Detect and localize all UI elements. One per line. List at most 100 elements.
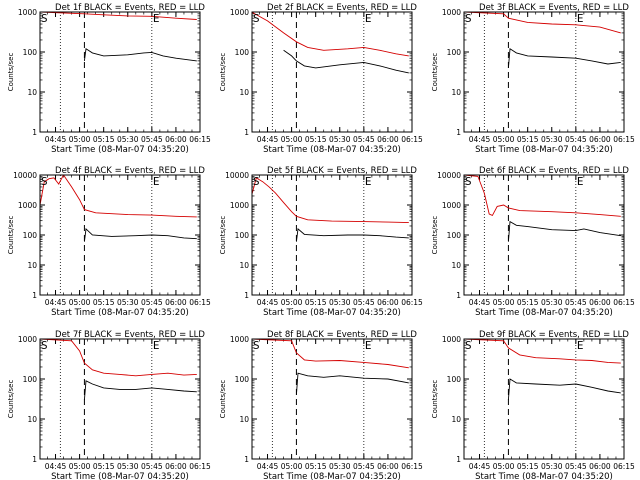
x-axis-label: Start Time (08-Mar-07 04:35:20) xyxy=(263,308,401,318)
start-marker: S xyxy=(41,339,48,352)
x-tick-label: 05:30 xyxy=(117,298,139,307)
x-axis-label: Start Time (08-Mar-07 04:35:20) xyxy=(475,308,613,318)
x-tick-label: 05:00 xyxy=(281,135,303,144)
series-line-red xyxy=(252,12,409,57)
x-tick-label: 05:15 xyxy=(517,298,539,307)
chart-title: Det 8f BLACK = Events, RED = LLD xyxy=(267,330,417,340)
x-tick-label: 05:30 xyxy=(117,462,139,471)
x-tick-label: 04:45 xyxy=(257,298,279,307)
y-tick-label: 10 xyxy=(239,415,249,424)
x-tick-label: 04:45 xyxy=(469,135,491,144)
x-tick-label: 06:15 xyxy=(401,462,423,471)
start-marker: S xyxy=(465,12,472,25)
x-axis-label: Start Time (08-Mar-07 04:35:20) xyxy=(51,145,189,155)
series-line-red xyxy=(40,175,197,218)
x-tick-label: 05:15 xyxy=(93,462,115,471)
start-marker: S xyxy=(465,175,472,188)
series-line-black xyxy=(295,228,409,242)
x-tick-label: 06:15 xyxy=(613,298,635,307)
y-tick-label: 10 xyxy=(451,415,461,424)
x-tick-label: 06:15 xyxy=(189,462,211,471)
x-tick-label: 06:00 xyxy=(589,462,611,471)
y-tick-label: 10000 xyxy=(225,171,249,180)
y-tick-label: 100 xyxy=(447,48,462,57)
series-line-black xyxy=(83,48,197,62)
x-tick-label: 05:00 xyxy=(69,298,91,307)
x-tick-label: 04:45 xyxy=(45,462,67,471)
x-tick-label: 05:15 xyxy=(93,298,115,307)
y-tick-label: 1 xyxy=(456,128,461,137)
x-tick-label: 06:00 xyxy=(589,135,611,144)
x-tick-label: 06:00 xyxy=(165,135,187,144)
x-tick-label: 05:45 xyxy=(565,298,587,307)
x-tick-label: 05:00 xyxy=(69,462,91,471)
x-tick-label: 05:15 xyxy=(305,298,327,307)
x-tick-label: 05:45 xyxy=(141,462,163,471)
end-marker: E xyxy=(365,175,372,188)
x-tick-label: 06:15 xyxy=(401,135,423,144)
start-marker: S xyxy=(253,339,260,352)
y-tick-label: 1000 xyxy=(230,335,249,344)
x-axis-label: Start Time (08-Mar-07 04:35:20) xyxy=(263,472,401,480)
x-tick-label: 05:30 xyxy=(117,135,139,144)
x-tick-label: 06:00 xyxy=(165,298,187,307)
series-line-red xyxy=(40,12,197,20)
chart-panel-9: Det 9f BLACK = Events, RED = LLD Counts/s… xyxy=(431,330,635,480)
x-tick-label: 05:00 xyxy=(281,462,303,471)
y-axis-label: Counts/sec xyxy=(219,380,227,419)
y-tick-label: 100 xyxy=(235,375,250,384)
x-tick-label: 05:00 xyxy=(493,462,515,471)
x-tick-label: 04:45 xyxy=(257,135,279,144)
y-tick-label: 100 xyxy=(447,375,462,384)
series-line-red xyxy=(464,12,621,34)
x-tick-label: 05:45 xyxy=(353,298,375,307)
chart-panel-4: Det 4f BLACK = Events, RED = LLD Counts/s… xyxy=(7,166,211,318)
end-marker: E xyxy=(365,12,372,25)
x-tick-label: 05:30 xyxy=(541,462,563,471)
y-axis-label: Counts/sec xyxy=(431,380,439,419)
series-line-black xyxy=(507,48,621,68)
x-axis-label: Start Time (08-Mar-07 04:35:20) xyxy=(51,308,189,318)
chart-panel-3: Det 3f BLACK = Events, RED = LLD Counts/s… xyxy=(431,3,635,155)
x-tick-label: 06:00 xyxy=(377,462,399,471)
x-tick-label: 05:45 xyxy=(353,135,375,144)
x-tick-label: 05:15 xyxy=(305,135,327,144)
y-tick-label: 10 xyxy=(27,88,37,97)
x-tick-label: 04:45 xyxy=(45,135,67,144)
chart-title: Det 9f BLACK = Events, RED = LLD xyxy=(479,330,629,340)
x-tick-label: 06:15 xyxy=(189,298,211,307)
x-tick-label: 06:00 xyxy=(165,462,187,471)
y-tick-label: 100 xyxy=(23,48,38,57)
end-marker: E xyxy=(365,339,372,352)
plot-frame xyxy=(463,174,625,296)
y-tick-label: 10 xyxy=(27,261,37,270)
x-tick-label: 05:45 xyxy=(565,135,587,144)
y-tick-label: 10 xyxy=(239,261,249,270)
x-tick-label: 05:45 xyxy=(141,135,163,144)
series-line-red xyxy=(464,339,621,364)
y-tick-label: 1 xyxy=(244,291,249,300)
y-tick-label: 1000 xyxy=(442,335,461,344)
end-marker: E xyxy=(577,175,584,188)
plot-frame xyxy=(463,338,625,460)
series-line-black xyxy=(507,378,621,400)
x-tick-label: 05:00 xyxy=(281,298,303,307)
y-tick-label: 1 xyxy=(32,128,37,137)
plot-frame xyxy=(39,11,201,133)
x-tick-label: 06:15 xyxy=(189,135,211,144)
y-tick-label: 1000 xyxy=(442,201,461,210)
y-tick-label: 1000 xyxy=(18,201,37,210)
end-marker: E xyxy=(153,175,160,188)
series-line-red xyxy=(464,175,621,217)
x-tick-label: 04:45 xyxy=(469,462,491,471)
chart-title: Det 2f BLACK = Events, RED = LLD xyxy=(267,3,417,13)
y-tick-label: 10 xyxy=(451,261,461,270)
x-tick-label: 05:00 xyxy=(493,298,515,307)
chart-panel-2: Det 2f BLACK = Events, RED = LLD Counts/s… xyxy=(219,3,423,155)
chart-panel-1: Det 1f BLACK = Events, RED = LLD Counts/s… xyxy=(7,3,211,155)
y-tick-label: 100 xyxy=(447,231,462,240)
x-tick-label: 06:15 xyxy=(613,135,635,144)
series-line-black xyxy=(283,49,409,74)
y-tick-label: 10 xyxy=(239,88,249,97)
